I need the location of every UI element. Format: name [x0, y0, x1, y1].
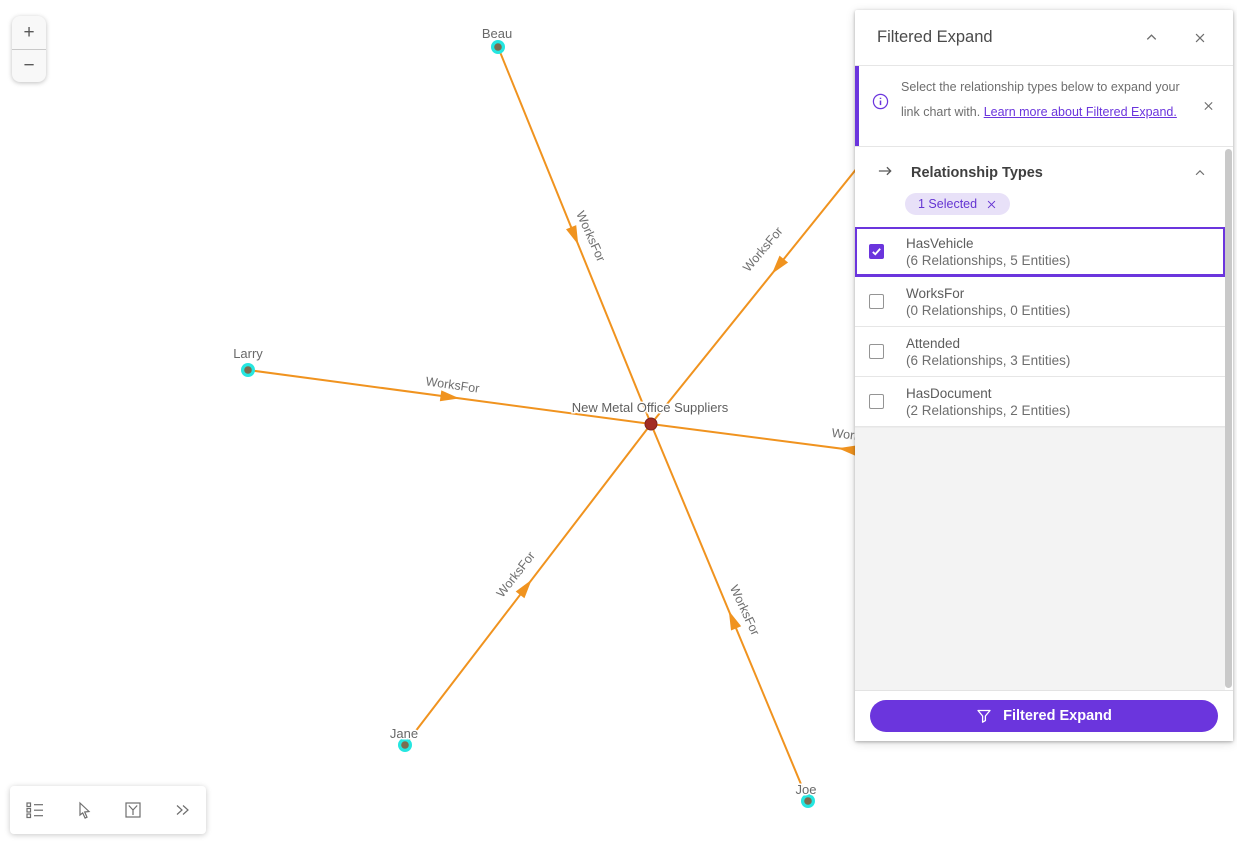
- edge-arrow-icon: [515, 579, 532, 599]
- pointer-icon: [78, 801, 90, 819]
- panel-footer: Filtered Expand: [855, 690, 1233, 741]
- relationship-checkbox[interactable]: [869, 244, 884, 259]
- edge-arrow-icon: [728, 610, 742, 631]
- relationship-type-list: HasVehicle (6 Relationships, 5 Entities)…: [855, 227, 1225, 427]
- collapse-section-button[interactable]: [1189, 162, 1211, 184]
- info-banner-text: Select the relationship types below to e…: [901, 79, 1193, 122]
- collapse-panel-button[interactable]: [1140, 26, 1163, 49]
- node-label: Larry: [233, 346, 263, 361]
- zoom-out-button[interactable]: −: [12, 50, 46, 83]
- edge-arrow-icon: [838, 445, 858, 457]
- arrow-right-icon: [877, 163, 894, 184]
- relationship-checkbox[interactable]: [869, 394, 884, 409]
- relationship-type-row[interactable]: WorksFor (0 Relationships, 0 Entities): [855, 277, 1225, 327]
- chevron-up-icon: [1146, 34, 1157, 40]
- clear-selection-icon[interactable]: [986, 199, 997, 210]
- entity-node-core: [244, 366, 252, 374]
- filtered-expand-button[interactable]: Filtered Expand: [870, 700, 1218, 732]
- select-tool-button[interactable]: [64, 790, 104, 830]
- selected-count-chip: 1 Selected: [905, 193, 1011, 215]
- legend-button[interactable]: [15, 790, 55, 830]
- edge-label[interactable]: WorksFor: [492, 547, 539, 601]
- relationship-type-row[interactable]: Attended (6 Relationships, 3 Entities): [855, 327, 1225, 377]
- relationship-type-detail: (0 Relationships, 0 Entities): [906, 302, 1071, 318]
- edge-label[interactable]: WorksFor: [572, 207, 610, 265]
- map-toolbar: [10, 786, 206, 834]
- link-chart-icon: [124, 802, 141, 818]
- double-chevron-right-icon: [176, 805, 189, 815]
- zoom-in-button[interactable]: +: [12, 16, 46, 50]
- relationship-checkbox[interactable]: [869, 344, 884, 359]
- chip-label: 1 Selected: [918, 197, 978, 211]
- panel-title: Filtered Expand: [877, 28, 993, 46]
- center-node-label: New Metal Office Suppliers: [572, 400, 729, 415]
- relationship-type-detail: (6 Relationships, 3 Entities): [906, 352, 1071, 368]
- entity-node-center[interactable]: [644, 417, 658, 431]
- chevron-up-icon: [1195, 169, 1205, 176]
- expand-toolbar-button[interactable]: [162, 790, 202, 830]
- panel-header: Filtered Expand: [855, 10, 1233, 66]
- legend-icon: [25, 802, 43, 819]
- link-chart-tool-button[interactable]: [113, 790, 153, 830]
- relationship-type-detail: (6 Relationships, 5 Entities): [906, 252, 1071, 268]
- edge-arrow-icon: [566, 225, 579, 245]
- entity-node-core: [401, 741, 409, 749]
- selection-chip-row: 1 Selected: [855, 184, 1233, 227]
- learn-more-link[interactable]: Learn more about Filtered Expand.: [983, 104, 1177, 119]
- node-label: Joe: [796, 782, 817, 797]
- relationship-type-name: Attended: [906, 335, 961, 351]
- info-banner: Select the relationship types below to e…: [855, 66, 1233, 146]
- panel-empty-area: [855, 427, 1225, 690]
- relationship-type-name: WorksFor: [906, 285, 965, 301]
- filtered-expand-panel: Filtered Expand Select the relationship …: [855, 10, 1233, 741]
- relationship-type-row[interactable]: HasDocument (2 Relationships, 2 Entities…: [855, 377, 1225, 427]
- relationship-type-detail: (2 Relationships, 2 Entities): [906, 402, 1071, 418]
- entity-node-core: [494, 43, 502, 51]
- relationship-checkbox[interactable]: [869, 294, 884, 309]
- relationship-type-name: HasDocument: [906, 385, 992, 401]
- relationship-types-header[interactable]: Relationship Types: [855, 147, 1233, 184]
- filtered-expand-button-label: Filtered Expand: [1003, 708, 1112, 724]
- entity-node-core: [804, 797, 812, 805]
- info-message: Select the relationship types below to e…: [901, 80, 1180, 119]
- scrollbar-thumb[interactable]: [1225, 149, 1232, 688]
- panel-scroll-area: Relationship Types 1 Selected HasVehicle…: [855, 146, 1233, 690]
- checkmark-icon: [872, 248, 881, 256]
- node-label: Beau: [482, 26, 512, 41]
- close-panel-button[interactable]: [1189, 27, 1211, 49]
- info-icon: [859, 79, 901, 110]
- relationship-type-name: HasVehicle: [906, 235, 974, 251]
- filter-funnel-icon: [977, 709, 991, 723]
- close-icon: [1204, 101, 1213, 111]
- section-title: Relationship Types: [911, 165, 1043, 181]
- edge-arrow-icon: [439, 390, 460, 402]
- close-icon: [1195, 33, 1205, 42]
- dismiss-info-button[interactable]: [1198, 96, 1219, 117]
- edge-label[interactable]: WorksFor: [423, 373, 481, 397]
- edge-arrow-icon: [771, 255, 789, 274]
- relationship-type-row[interactable]: HasVehicle (6 Relationships, 5 Entities): [855, 227, 1225, 277]
- zoom-controls: + −: [12, 16, 46, 82]
- node-label: Jane: [390, 726, 418, 741]
